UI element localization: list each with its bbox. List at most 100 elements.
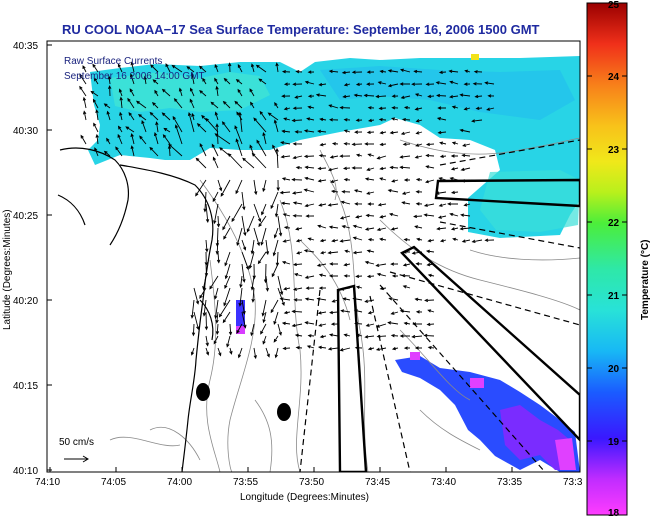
- current-arrow: [223, 77, 231, 85]
- current-arrow: [292, 214, 303, 218]
- current-arrow: [450, 227, 459, 231]
- current-arrow: [217, 347, 222, 357]
- current-arrow: [330, 179, 339, 184]
- current-arrow: [401, 201, 411, 205]
- current-arrow: [403, 237, 411, 242]
- current-arrow: [399, 82, 410, 86]
- x-axis: 74:10 74:05 74:00 73:55 73:50 73:45 73:4…: [35, 467, 583, 503]
- current-arrow: [205, 239, 209, 253]
- current-arrow: [425, 82, 435, 86]
- current-arrow: [273, 119, 279, 133]
- current-arrow: [293, 298, 303, 302]
- current-arrow: [449, 95, 459, 99]
- current-arrow: [425, 165, 435, 169]
- current-arrow: [214, 111, 219, 121]
- current-arrow: [391, 346, 399, 351]
- current-arrow: [387, 188, 399, 193]
- current-arrow: [328, 225, 339, 229]
- current-arrow: [212, 191, 219, 203]
- current-arrow: [376, 155, 387, 160]
- colorbar-tick: 20: [608, 364, 620, 375]
- current-arrow: [277, 323, 282, 336]
- current-arrow: [281, 321, 291, 326]
- current-arrow: [355, 215, 363, 219]
- current-arrow: [257, 251, 267, 265]
- current-arrow: [262, 131, 267, 145]
- current-arrow: [414, 155, 423, 159]
- current-arrow: [291, 309, 303, 314]
- current-arrow: [171, 64, 183, 73]
- sst-warm-speck: [471, 54, 479, 60]
- current-arrow: [304, 297, 315, 301]
- current-arrow: [135, 100, 147, 109]
- current-arrow: [304, 275, 315, 279]
- current-arrow: [93, 77, 99, 85]
- current-arrow: [425, 179, 435, 184]
- current-arrow: [304, 176, 315, 181]
- current-arrow: [295, 345, 303, 350]
- current-arrow: [414, 107, 423, 111]
- x-tick-label: 74:10: [35, 477, 60, 488]
- current-arrow: [294, 130, 303, 134]
- current-arrow: [214, 77, 219, 85]
- current-arrow: [327, 203, 339, 207]
- current-arrow: [292, 201, 303, 205]
- current-arrow: [274, 102, 279, 109]
- current-arrow: [415, 143, 423, 147]
- current-arrow: [342, 94, 351, 99]
- current-arrow: [352, 250, 363, 255]
- current-arrow: [341, 225, 351, 229]
- current-arrow: [460, 167, 471, 172]
- current-arrow: [331, 239, 339, 243]
- current-arrow: [250, 63, 255, 73]
- current-arrow: [377, 81, 387, 85]
- current-arrow: [94, 147, 99, 157]
- current-arrow: [163, 127, 171, 133]
- current-arrow: [401, 117, 411, 122]
- current-arrow: [161, 112, 171, 121]
- current-arrow: [280, 201, 291, 205]
- current-arrow: [364, 335, 375, 339]
- current-arrow: [423, 213, 435, 217]
- current-arrow: [82, 110, 87, 121]
- current-arrow: [339, 215, 351, 220]
- current-arrow: [376, 227, 387, 232]
- current-arrow: [363, 93, 375, 98]
- current-arrow: [487, 94, 495, 98]
- current-arrow: [327, 167, 339, 172]
- current-arrow: [283, 107, 291, 111]
- current-arrow: [214, 299, 219, 320]
- current-arrow: [379, 166, 387, 171]
- current-arrow: [320, 250, 327, 255]
- current-arrow: [165, 63, 171, 73]
- current-arrow: [343, 263, 351, 267]
- colorbar-tick: 18: [608, 508, 620, 518]
- current-arrow: [155, 121, 159, 133]
- current-arrow: [425, 153, 435, 158]
- current-arrow: [413, 214, 423, 219]
- current-arrow: [214, 63, 219, 73]
- current-arrow: [412, 322, 422, 326]
- current-arrow: [330, 189, 339, 194]
- current-arrow: [139, 135, 147, 145]
- current-arrow: [119, 96, 123, 109]
- current-arrow: [318, 153, 327, 158]
- current-arrow: [316, 297, 327, 301]
- current-arrow: [354, 346, 363, 350]
- current-arrow: [463, 82, 471, 86]
- current-arrow: [327, 251, 339, 255]
- current-arrow: [242, 157, 255, 169]
- current-arrow: [319, 142, 327, 147]
- current-arrow: [391, 274, 399, 278]
- current-arrow: [117, 133, 123, 145]
- current-arrow: [221, 121, 231, 133]
- current-arrow: [375, 263, 387, 268]
- current-arrow: [92, 63, 99, 73]
- current-arrow: [255, 64, 267, 73]
- current-arrow: [331, 299, 339, 303]
- sst-coastal-blue: [236, 300, 245, 332]
- x-tick-label: 74:00: [167, 477, 192, 488]
- current-arrow: [379, 286, 387, 291]
- current-arrow: [291, 191, 303, 195]
- current-arrow: [438, 203, 447, 207]
